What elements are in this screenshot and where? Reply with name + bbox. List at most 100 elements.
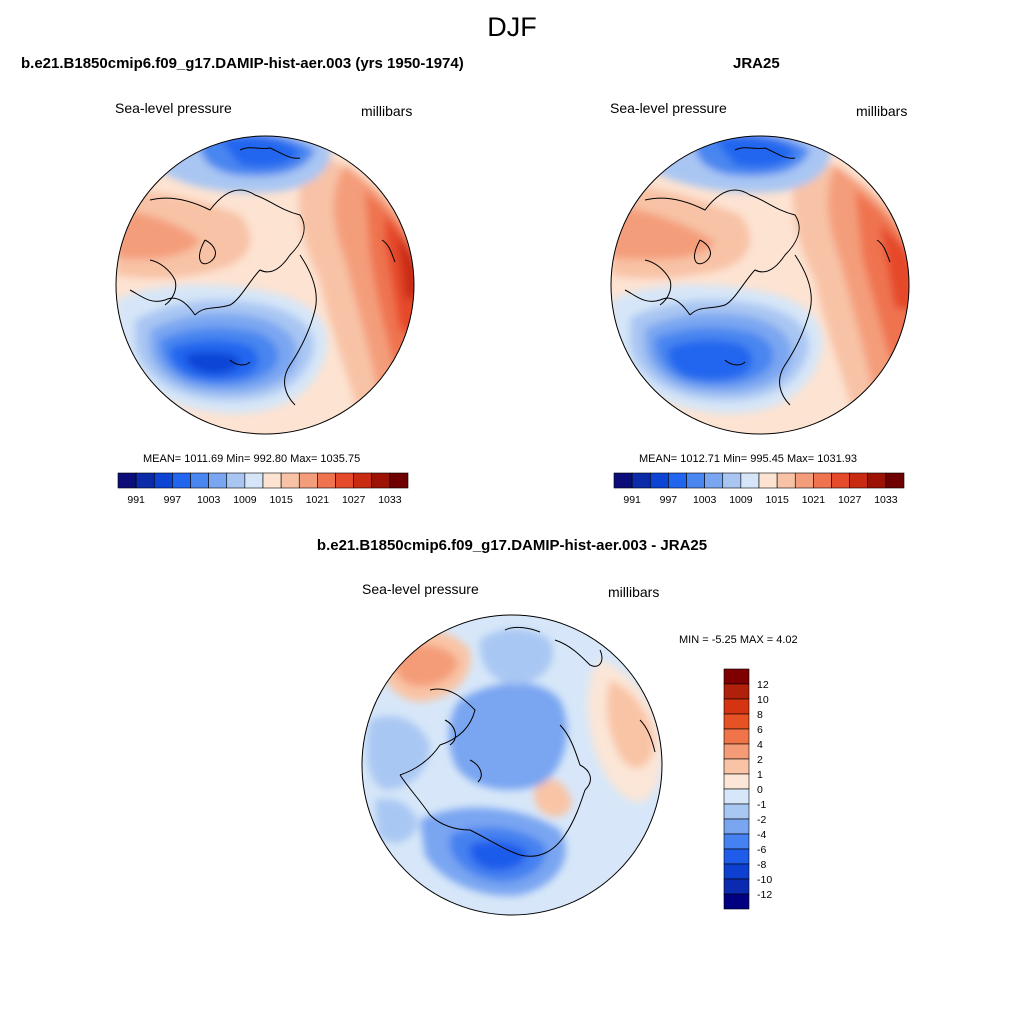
- panel-label-left-model: Sea-level pressure: [115, 100, 232, 116]
- colorbar-swatch: [723, 788, 750, 805]
- colorbar-swatch: [723, 668, 750, 685]
- colorbar-swatch: [723, 773, 750, 790]
- colorbar-tick-label: 1021: [306, 494, 330, 506]
- colorbar-swatch: [723, 863, 750, 880]
- colorbar-tick-label: 6: [757, 724, 763, 736]
- colorbar-tick-label: 1027: [838, 494, 862, 506]
- colorbar-swatch: [153, 472, 173, 489]
- colorbar-swatch: [371, 472, 391, 489]
- colorbar-swatch: [172, 472, 191, 489]
- colorbar-swatch: [244, 472, 264, 489]
- slp-diff-field: [362, 615, 662, 915]
- colorbar-swatch: [723, 818, 750, 835]
- colorbar-tick-label: 991: [127, 494, 145, 506]
- colorbar-swatch: [613, 472, 633, 489]
- colorbar-tick-label: -12: [757, 889, 772, 901]
- colorbar-tick-label: 1027: [342, 494, 366, 506]
- colorbar-tick-label: 1021: [802, 494, 826, 506]
- figure-title: DJF: [487, 12, 537, 42]
- colorbar-tick-label: 997: [660, 494, 678, 506]
- colorbar-swatch: [758, 472, 778, 489]
- colorbar-swatch: [723, 878, 750, 895]
- colorbar-swatch: [649, 472, 669, 489]
- colorbar-swatch: [723, 713, 750, 730]
- colorbar-swatch: [723, 833, 750, 850]
- map-border-obs: [610, 135, 910, 435]
- colorbar-tick-label: 0: [757, 784, 763, 796]
- colorbar-swatch: [723, 698, 750, 715]
- colorbar-tick-label: 1015: [765, 494, 789, 506]
- panel-label-units-obs: millibars: [856, 103, 908, 119]
- colorbar-swatch: [353, 472, 373, 489]
- panel-title-diff: b.e21.B1850cmip6.f09_g17.DAMIP-hist-aer.…: [316, 537, 708, 554]
- colorbar-swatch: [722, 472, 742, 489]
- colorbar-tick-label: 1003: [693, 494, 717, 506]
- colorbar-swatch: [190, 472, 209, 489]
- colorbar-swatch: [794, 472, 814, 489]
- colorbar-swatch: [723, 743, 750, 760]
- stats-diff: MIN = -5.25 MAX = 4.02: [679, 634, 798, 646]
- panel-title-model: b.e21.B1850cmip6.f09_g17.DAMIP-hist-aer.…: [21, 55, 464, 72]
- colorbar-swatch: [867, 472, 887, 489]
- colorbar-tick-label: 1033: [378, 494, 402, 506]
- colorbar-swatch: [723, 728, 750, 745]
- colorbar-tick-label: 1015: [269, 494, 293, 506]
- colorbar-swatch: [723, 803, 750, 820]
- colorbar-swatch: [668, 472, 687, 489]
- colorbar-tick-label: 991: [623, 494, 641, 506]
- map-border-diff: [361, 614, 663, 916]
- colorbar-tick-label: 1009: [233, 494, 257, 506]
- panel-label-units-model: millibars: [361, 103, 413, 119]
- colorbar-swatch: [298, 472, 318, 489]
- colorbar-swatch: [262, 472, 282, 489]
- colorbar-tick-label: -10: [757, 874, 772, 886]
- slp-field-obs: [611, 136, 909, 434]
- colorbar-swatch: [631, 472, 651, 489]
- colorbar-swatch: [117, 472, 137, 489]
- stats-model: MEAN= 1011.69 Min= 992.80 Max= 1035.75: [143, 453, 361, 465]
- colorbar-swatch: [686, 472, 705, 489]
- colorbar-swatch: [389, 472, 409, 489]
- panel-label-left-diff: Sea-level pressure: [362, 581, 479, 597]
- colorbar-swatch: [226, 472, 246, 489]
- colorbar-obs: 991 997 1003 1009 1015 1021 1027 1033: [613, 472, 905, 506]
- colorbar-tick-label: 997: [164, 494, 182, 506]
- colorbar-tick-label: 10: [757, 694, 769, 706]
- colorbar-tick-label: 12: [757, 679, 769, 691]
- colorbar-swatch: [317, 472, 336, 489]
- colorbar-tick-label: 4: [757, 739, 763, 751]
- panel-label-units-diff: millibars: [608, 584, 660, 600]
- colorbar-swatch: [776, 472, 796, 489]
- colorbar-tick-label: -1: [757, 799, 766, 811]
- colorbar-model: 991 997 1003 1009 1015 1021 1027 1033: [117, 472, 409, 506]
- colorbar-swatch: [280, 472, 300, 489]
- colorbar-swatch: [849, 472, 869, 489]
- colorbar-swatch: [723, 758, 750, 775]
- map-border-model: [115, 135, 415, 435]
- colorbar-tick-label: -6: [757, 844, 766, 856]
- colorbar-swatch: [813, 472, 832, 489]
- colorbar-swatch: [885, 472, 905, 489]
- colorbar-tick-label: 8: [757, 709, 763, 721]
- colorbar-swatch: [723, 848, 750, 865]
- panel-title-obs: JRA25: [733, 55, 780, 72]
- slp-field-model: [116, 136, 414, 434]
- colorbar-tick-label: -4: [757, 829, 766, 841]
- colorbar-tick-label: -2: [757, 814, 766, 826]
- colorbar-tick-label: 1003: [197, 494, 221, 506]
- colorbar-swatch: [831, 472, 850, 489]
- colorbar-tick-label: 1033: [874, 494, 898, 506]
- colorbar-tick-label: -8: [757, 859, 766, 871]
- colorbar-tick-label: 1009: [729, 494, 753, 506]
- colorbar-swatch: [704, 472, 724, 489]
- colorbar-swatch: [335, 472, 354, 489]
- colorbar-swatch: [208, 472, 228, 489]
- colorbar-swatch: [135, 472, 155, 489]
- panel-label-left-obs: Sea-level pressure: [610, 100, 727, 116]
- stats-obs: MEAN= 1012.71 Min= 995.45 Max= 1031.93: [639, 453, 858, 465]
- colorbar-swatch: [723, 683, 750, 700]
- colorbar-swatch: [740, 472, 760, 489]
- colorbar-swatch: [723, 893, 750, 910]
